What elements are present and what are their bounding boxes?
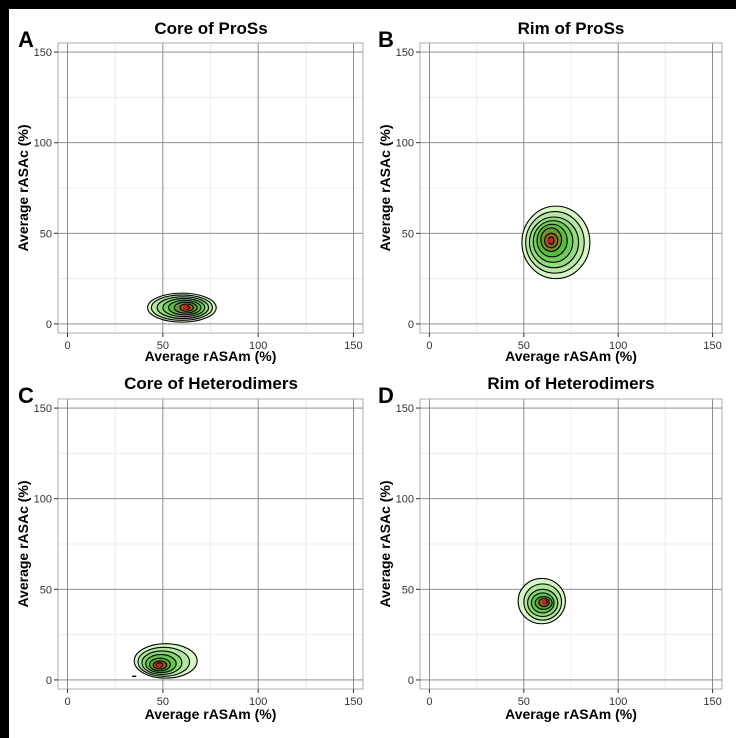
panel-letter: A <box>18 27 34 52</box>
density-peak <box>542 599 547 605</box>
panel-title: Rim of Heterodimers <box>487 374 654 393</box>
x-tick-label: 0 <box>426 340 432 352</box>
y-tick-label: 0 <box>408 675 414 687</box>
x-tick-label: 100 <box>249 340 267 352</box>
x-tick-label: 100 <box>609 696 627 708</box>
y-tick-label: 0 <box>408 319 414 331</box>
x-tick-label: 150 <box>703 340 721 352</box>
x-tick-label: 50 <box>518 696 530 708</box>
y-tick-label: 100 <box>34 138 52 150</box>
panel-letter: C <box>18 383 34 408</box>
panel-letter: D <box>378 383 394 408</box>
x-axis-label: Average rASAm (%) <box>145 706 277 722</box>
panel-title: Rim of ProSs <box>518 19 625 38</box>
y-tick-label: 150 <box>396 47 414 59</box>
y-tick-label: 150 <box>34 47 52 59</box>
plot-border <box>419 398 723 690</box>
x-tick-label: 0 <box>64 340 70 352</box>
y-tick-label: 0 <box>46 675 52 687</box>
x-tick-label: 0 <box>64 696 70 708</box>
y-axis-label: Average rASAc (%) <box>15 124 31 251</box>
x-tick-label: 150 <box>344 696 362 708</box>
y-axis-label: Average rASAc (%) <box>15 480 31 607</box>
y-tick-label: 100 <box>396 494 414 506</box>
y-tick-label: 50 <box>402 584 414 596</box>
x-axis-label: Average rASAm (%) <box>145 348 277 364</box>
panel-title: Core of Heterodimers <box>124 374 298 393</box>
x-tick-label: 100 <box>609 340 627 352</box>
y-tick-label: 50 <box>402 228 414 240</box>
x-tick-label: 50 <box>157 696 169 708</box>
y-tick-label: 50 <box>40 584 52 596</box>
panel-letter: B <box>378 27 394 52</box>
x-tick-label: 150 <box>703 696 721 708</box>
plot-border <box>57 42 364 334</box>
x-tick-label: 50 <box>518 340 530 352</box>
y-axis-label: Average rASAc (%) <box>377 480 393 607</box>
y-tick-label: 150 <box>396 403 414 415</box>
y-tick-label: 0 <box>46 319 52 331</box>
density-peak <box>183 305 188 310</box>
y-tick-label: 100 <box>34 494 52 506</box>
panel-title: Core of ProSs <box>154 19 267 38</box>
y-tick-label: 100 <box>396 138 414 150</box>
y-axis-label: Average rASAc (%) <box>377 124 393 251</box>
x-axis-label: Average rASAm (%) <box>505 348 637 364</box>
x-tick-label: 150 <box>344 340 362 352</box>
plot-border <box>419 42 723 334</box>
x-tick-label: 0 <box>426 696 432 708</box>
x-tick-label: 100 <box>249 696 267 708</box>
x-tick-label: 50 <box>157 340 169 352</box>
figure-frame-left <box>0 0 9 738</box>
figure-frame-top <box>0 0 736 9</box>
y-tick-label: 150 <box>34 403 52 415</box>
y-tick-label: 50 <box>40 228 52 240</box>
density-peak <box>156 663 162 668</box>
x-axis-label: Average rASAm (%) <box>505 706 637 722</box>
density-peak <box>548 238 553 243</box>
plot-border <box>57 398 364 690</box>
